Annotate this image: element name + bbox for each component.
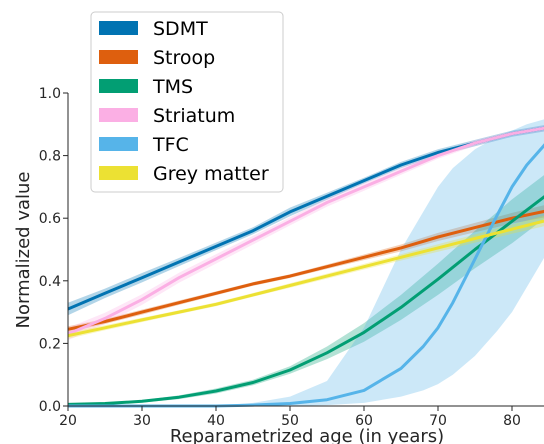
legend-swatch [99,137,138,151]
x-axis-label: Reparametrized age (in years) [170,426,444,444]
grey-matter-line [68,219,544,338]
x-tick-label: 20 [59,413,77,429]
series-lines [68,126,544,408]
x-tick-label: 80 [503,413,521,429]
y-axis-label: Normalized value [13,172,34,329]
legend-label: TFC [152,134,189,156]
x-tick-label: 60 [355,413,373,429]
legend-label: SDMT [153,18,208,40]
x-tick-label: 40 [207,413,225,429]
tms-line [68,195,544,406]
tms-band [68,175,544,406]
legend-box [90,11,284,193]
striatum-line [68,126,544,336]
legend-label: Grey matter [153,163,269,185]
legend-label: Striatum [153,105,235,127]
legend-swatch [99,108,138,122]
legend-swatch [99,50,138,64]
legend-label: TMS [152,76,193,98]
legend: SDMT Stroop TMS Striatum TFC Grey matter [90,11,284,193]
legend-swatch [99,21,138,35]
stroop-line [68,209,544,331]
legend-swatch [99,79,138,93]
x-tick-label: 50 [281,413,299,429]
legend-swatch [99,166,138,180]
y-tick-label: 1.0 [39,86,61,102]
x-tick-label: 30 [133,413,151,429]
y-tick-label: 0.2 [39,336,61,352]
y-tick-label: 0.8 [39,149,61,165]
y-tick-label: 0.0 [39,399,61,415]
legend-label: Stroop [153,47,215,69]
y-tick-label: 0.4 [39,274,61,290]
x-tick-label: 70 [429,413,447,429]
tfc-band [68,119,544,406]
y-tick-label: 0.6 [39,211,61,227]
axes [67,93,544,407]
ticks: 20 30 40 50 60 70 80 0.0 0.2 0.4 0.6 0.8 1.0 [39,86,521,429]
